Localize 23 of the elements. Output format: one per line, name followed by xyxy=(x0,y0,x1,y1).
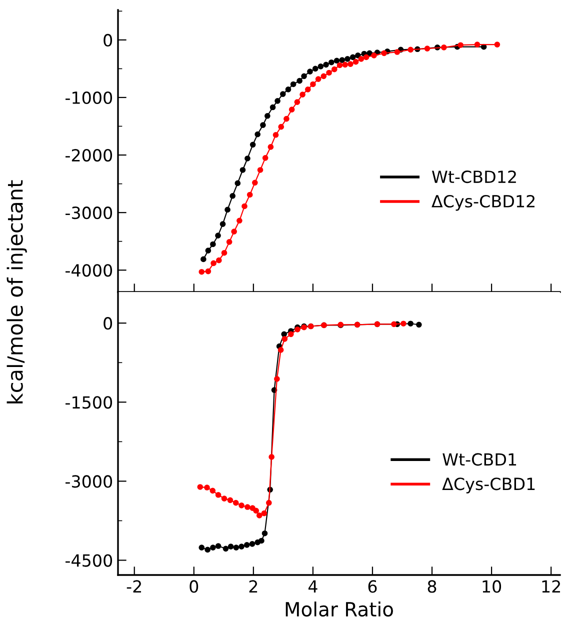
x-tick-label: 0 xyxy=(190,580,198,593)
x-tick-label: 4 xyxy=(308,580,318,593)
y-tick-label: -4000 xyxy=(66,264,112,277)
y-tick-label: 0 xyxy=(104,317,112,330)
y-tick-label: -1000 xyxy=(66,91,112,104)
y-tick-label: 0 xyxy=(104,34,112,46)
y-tick-label: -2000 xyxy=(66,148,112,162)
y-tick-label: -1500 xyxy=(66,396,112,409)
legend-label: Wt-CBD12 xyxy=(432,170,516,184)
x-tick-label: 8 xyxy=(428,580,436,593)
x-tick-label: -2 xyxy=(126,580,142,593)
y-axis-title: kcal/mole of injectant xyxy=(6,180,27,404)
legend-label: Wt-CBD1 xyxy=(442,453,516,466)
legend-label: ΔCys-CBD12 xyxy=(432,194,534,211)
y-tick-label: -3000 xyxy=(66,206,112,220)
x-tick-label: 2 xyxy=(249,580,258,593)
y-tick-label: -4500 xyxy=(66,554,112,567)
legend-label: ΔCys-CBD1 xyxy=(442,478,535,494)
x-axis-title: Molar Ratio xyxy=(286,602,393,617)
x-tick-label: 12 xyxy=(542,580,560,593)
x-tick-label: 6 xyxy=(368,580,377,593)
x-tick-label: 10 xyxy=(482,580,502,593)
y-tick-label: -3000 xyxy=(66,475,112,488)
